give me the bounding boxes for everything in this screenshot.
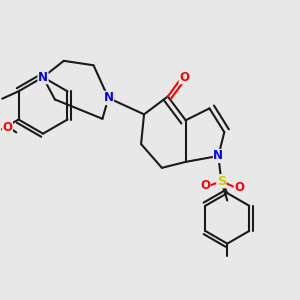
Text: O: O [234, 181, 244, 194]
Text: N: N [103, 92, 113, 104]
Text: O: O [200, 179, 210, 192]
Text: O: O [179, 71, 189, 84]
Text: N: N [38, 71, 48, 84]
Text: S: S [217, 175, 226, 188]
Text: N: N [213, 149, 224, 162]
Text: O: O [2, 122, 12, 134]
Text: N: N [103, 92, 113, 104]
